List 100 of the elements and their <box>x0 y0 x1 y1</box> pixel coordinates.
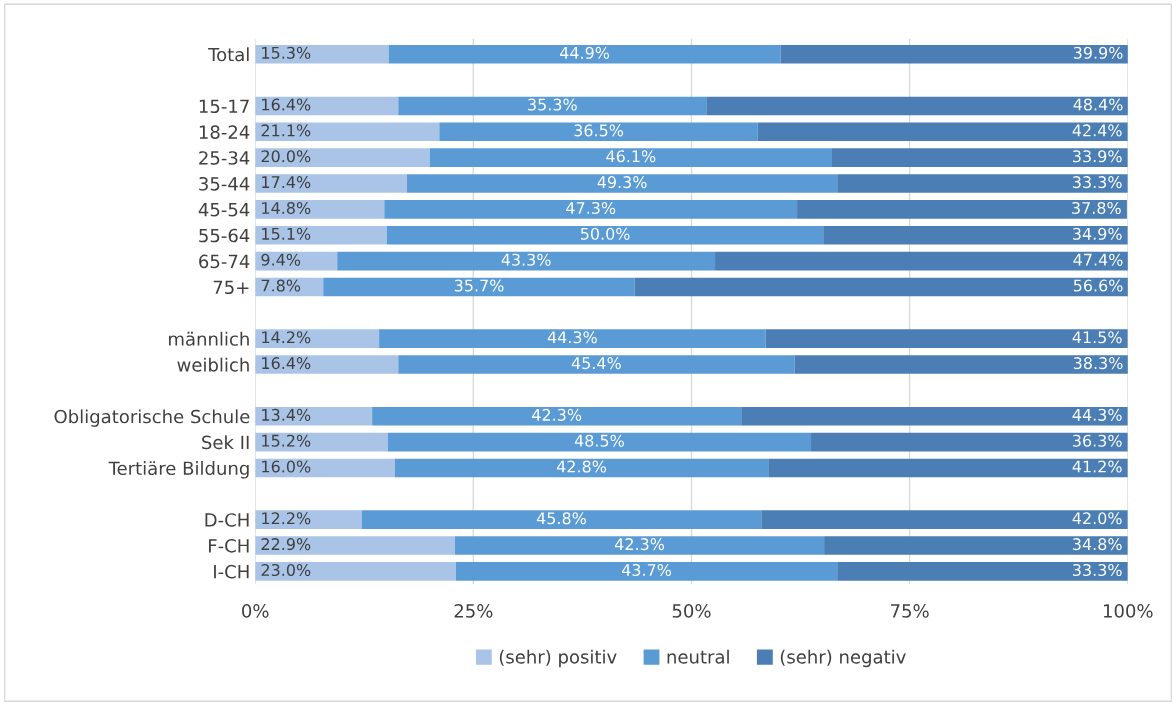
bar <box>824 536 1128 555</box>
bar <box>255 536 456 555</box>
y-tick-label: Total <box>208 47 249 62</box>
bar <box>255 355 399 374</box>
x-tick-label: 0% <box>242 604 269 618</box>
bar <box>715 251 1128 271</box>
bar <box>255 148 430 167</box>
data-label: 15.3% <box>262 46 311 59</box>
data-label: 41.5% <box>1072 331 1122 344</box>
data-label: 43.7% <box>621 563 672 577</box>
bar <box>765 329 1128 348</box>
y-tick-label: I-CH <box>214 564 249 579</box>
bar <box>255 432 388 452</box>
bar <box>398 96 707 116</box>
y-tick-label: 18-24 <box>199 125 250 139</box>
data-label: 14.2% <box>262 331 311 344</box>
x-tick-label: 50% <box>672 604 711 618</box>
bar <box>255 562 456 581</box>
x-tick-label: 100% <box>1103 604 1153 618</box>
data-label: 47.4% <box>1073 253 1123 266</box>
bar <box>372 406 742 426</box>
data-label: 46.1% <box>606 150 656 163</box>
data-label: 9.4% <box>261 253 301 266</box>
data-label: 37.8% <box>1072 201 1121 215</box>
bar <box>797 200 1127 219</box>
data-label: 35.7% <box>454 279 504 292</box>
bar <box>255 122 440 142</box>
y-tick-label: männlich <box>169 331 249 346</box>
bar <box>455 536 825 555</box>
legend-label: neutral <box>667 649 729 664</box>
bar <box>757 122 1128 142</box>
data-label: 34.9% <box>1073 227 1122 240</box>
data-label: 33.3% <box>1073 563 1122 577</box>
y-tick-label: weiblich <box>177 357 249 372</box>
data-label: 14.8% <box>262 201 311 215</box>
y-tick-label: D-CH <box>205 513 249 527</box>
bar <box>255 96 399 116</box>
y-tick-label: Obligatorische Schule <box>54 409 250 427</box>
y-tick-label: 35-44 <box>199 176 250 191</box>
data-label: 21.1% <box>261 124 311 137</box>
bar <box>323 277 635 297</box>
bar <box>439 122 758 142</box>
bar <box>429 148 832 167</box>
bar <box>255 406 373 426</box>
data-label: 43.3% <box>501 253 551 266</box>
data-label: 16.4% <box>262 98 311 111</box>
bar <box>255 200 385 219</box>
data-label: 42.8% <box>556 460 607 473</box>
bar <box>255 44 389 64</box>
data-label: 39.9% <box>1073 46 1123 59</box>
data-label: 34.8% <box>1073 538 1122 551</box>
data-label: 50.0% <box>580 227 630 240</box>
data-label: 13.4% <box>262 408 311 421</box>
bar <box>780 44 1128 64</box>
data-label: 45.4% <box>571 357 621 370</box>
x-tick-label: 25% <box>454 604 493 618</box>
data-label: 49.3% <box>597 176 647 189</box>
y-tick-label: Tertiäre Bildung <box>108 461 249 479</box>
data-label: 42.0% <box>1072 512 1122 525</box>
data-label: 36.3% <box>1073 434 1122 447</box>
data-label: 20.0% <box>261 150 311 163</box>
y-tick-label: 25-34 <box>199 151 250 165</box>
bar <box>741 406 1128 426</box>
bar <box>255 329 380 348</box>
y-tick-label: 65-74 <box>199 254 250 269</box>
bar <box>384 200 798 219</box>
bar <box>394 458 769 478</box>
bar <box>361 510 762 529</box>
data-label: 16.0% <box>262 460 311 473</box>
data-label: 12.2% <box>262 512 311 525</box>
data-label: 42.3% <box>614 538 665 551</box>
bar <box>407 174 838 193</box>
bar <box>386 225 824 245</box>
data-label: 42.3% <box>532 408 582 421</box>
bar <box>255 458 395 478</box>
x-tick-label: 75% <box>891 604 929 618</box>
data-label: 44.9% <box>560 46 610 59</box>
data-label: 17.4% <box>262 176 311 189</box>
data-label: 44.3% <box>1072 408 1122 421</box>
bar <box>255 225 387 245</box>
data-label: 48.5% <box>574 434 624 447</box>
data-label: 35.3% <box>528 98 577 111</box>
bar <box>398 355 795 374</box>
bar <box>255 510 362 529</box>
bar <box>837 562 1128 581</box>
bar <box>337 251 716 271</box>
data-label: 42.4% <box>1072 124 1122 137</box>
bar <box>823 225 1128 245</box>
y-tick-label: 75+ <box>213 280 249 295</box>
data-label: 16.4% <box>262 357 311 370</box>
bar <box>794 355 1128 374</box>
bar <box>634 277 1128 297</box>
data-label: 44.3% <box>547 331 597 344</box>
bar <box>388 44 781 64</box>
y-tick-label: F-CH <box>209 538 249 553</box>
y-tick-label: 15-17 <box>199 99 249 114</box>
data-label: 33.9% <box>1073 150 1122 163</box>
data-label: 36.5% <box>574 124 624 137</box>
bar <box>455 562 838 581</box>
data-label: 15.2% <box>262 434 311 447</box>
